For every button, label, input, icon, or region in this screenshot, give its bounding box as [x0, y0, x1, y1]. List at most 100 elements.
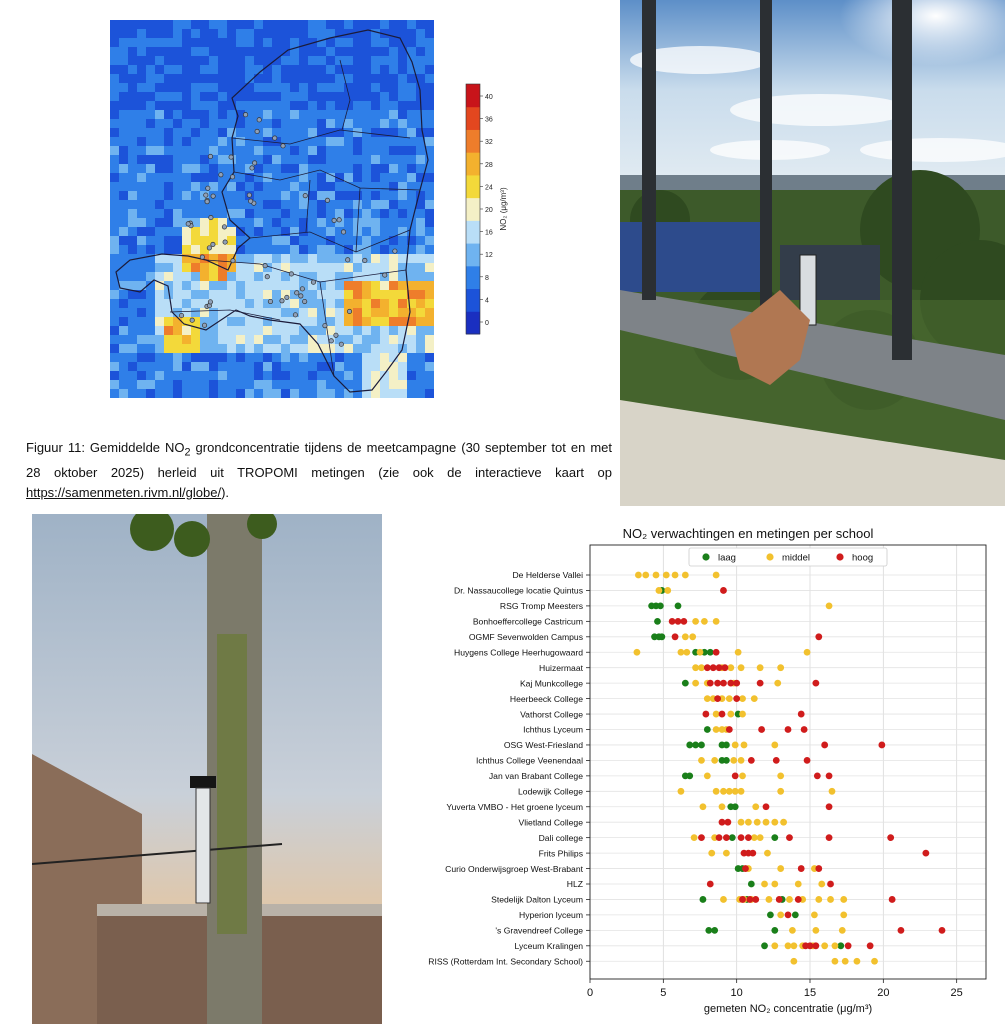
map-cell	[425, 353, 434, 362]
map-cell	[344, 128, 353, 137]
map-cell	[155, 47, 164, 56]
map-cell	[380, 29, 389, 38]
map-cell	[326, 83, 335, 92]
map-cell	[164, 326, 173, 335]
map-cell	[371, 227, 380, 236]
map-cell	[389, 218, 398, 227]
map-cell	[317, 47, 326, 56]
map-cell	[245, 65, 254, 74]
legend-box	[688, 547, 888, 567]
map-cell	[407, 335, 416, 344]
data-point-middel	[737, 664, 745, 672]
map-cell	[182, 155, 191, 164]
map-cell	[389, 371, 398, 380]
measurement-site-marker	[322, 323, 328, 329]
map-cell	[155, 20, 164, 29]
map-cell	[128, 299, 137, 308]
map-cell	[308, 182, 317, 191]
map-cell	[137, 290, 146, 299]
map-cell	[191, 371, 200, 380]
map-cell	[164, 335, 173, 344]
map-cell	[209, 272, 218, 281]
map-cell	[164, 164, 173, 173]
map-cell	[164, 245, 173, 254]
map-cell	[281, 110, 290, 119]
map-cell	[146, 20, 155, 29]
map-cell	[416, 272, 425, 281]
map-cell	[335, 245, 344, 254]
data-point-hoog	[714, 679, 721, 687]
map-cell	[191, 137, 200, 146]
map-cell	[344, 263, 353, 272]
map-cell	[155, 191, 164, 200]
map-cell	[227, 353, 236, 362]
map-cell	[146, 110, 155, 119]
data-point-laag	[681, 679, 689, 687]
map-cell	[407, 308, 416, 317]
map-cell	[371, 371, 380, 380]
map-cell	[389, 155, 398, 164]
map-cell	[371, 281, 380, 290]
map-cell	[263, 344, 272, 353]
map-cell	[164, 362, 173, 371]
map-cell	[398, 47, 407, 56]
map-cell	[209, 236, 218, 245]
map-cell	[290, 371, 299, 380]
map-cell	[290, 92, 299, 101]
map-cell	[290, 281, 299, 290]
data-point-hoog	[897, 926, 905, 934]
map-cell	[209, 128, 218, 137]
map-cell	[281, 335, 290, 344]
map-cell	[146, 164, 155, 173]
map-cell	[281, 326, 290, 335]
map-cell	[254, 308, 263, 317]
map-cell	[182, 173, 191, 182]
map-cell	[263, 74, 272, 83]
map-cell	[281, 164, 290, 173]
map-cell	[209, 74, 218, 83]
map-cell	[209, 227, 218, 236]
map-cell	[227, 182, 236, 191]
map-cell	[182, 74, 191, 83]
map-cell	[344, 38, 353, 47]
map-cell	[326, 362, 335, 371]
data-point-middel	[739, 772, 746, 780]
map-cell	[299, 353, 308, 362]
map-cell	[380, 65, 389, 74]
map-cell	[173, 371, 182, 380]
map-cell	[272, 254, 281, 263]
map-cell	[344, 209, 353, 218]
data-point-middel	[727, 710, 735, 718]
map-cell	[110, 110, 119, 119]
map-cell	[254, 182, 263, 191]
map-cell	[146, 155, 155, 164]
data-point-middel	[750, 695, 758, 702]
map-cell	[353, 164, 362, 173]
map-cell	[146, 218, 155, 227]
map-cell	[353, 335, 362, 344]
map-cell	[317, 38, 326, 47]
map-cell	[416, 47, 425, 56]
map-cell	[407, 326, 416, 335]
map-cell	[335, 182, 344, 191]
data-point-laag	[731, 803, 739, 811]
map-cell	[128, 191, 137, 200]
map-cell	[218, 65, 227, 74]
map-cell	[182, 299, 191, 308]
caption-link[interactable]: https://samenmeten.rivm.nl/globe/	[26, 484, 222, 500]
map-cell	[398, 20, 407, 29]
map-cell	[164, 110, 173, 119]
map-cell	[110, 65, 119, 74]
map-cell	[362, 371, 371, 380]
map-cell	[245, 263, 254, 272]
map-cell	[218, 92, 227, 101]
data-point-laag	[711, 926, 719, 934]
map-cell	[200, 272, 209, 281]
map-cell	[200, 173, 209, 182]
data-point-middel	[731, 787, 739, 795]
map-cell	[290, 353, 299, 362]
map-cell	[362, 317, 371, 326]
map-cell	[362, 281, 371, 290]
map-cell	[218, 209, 227, 218]
data-point-middel	[871, 957, 878, 965]
